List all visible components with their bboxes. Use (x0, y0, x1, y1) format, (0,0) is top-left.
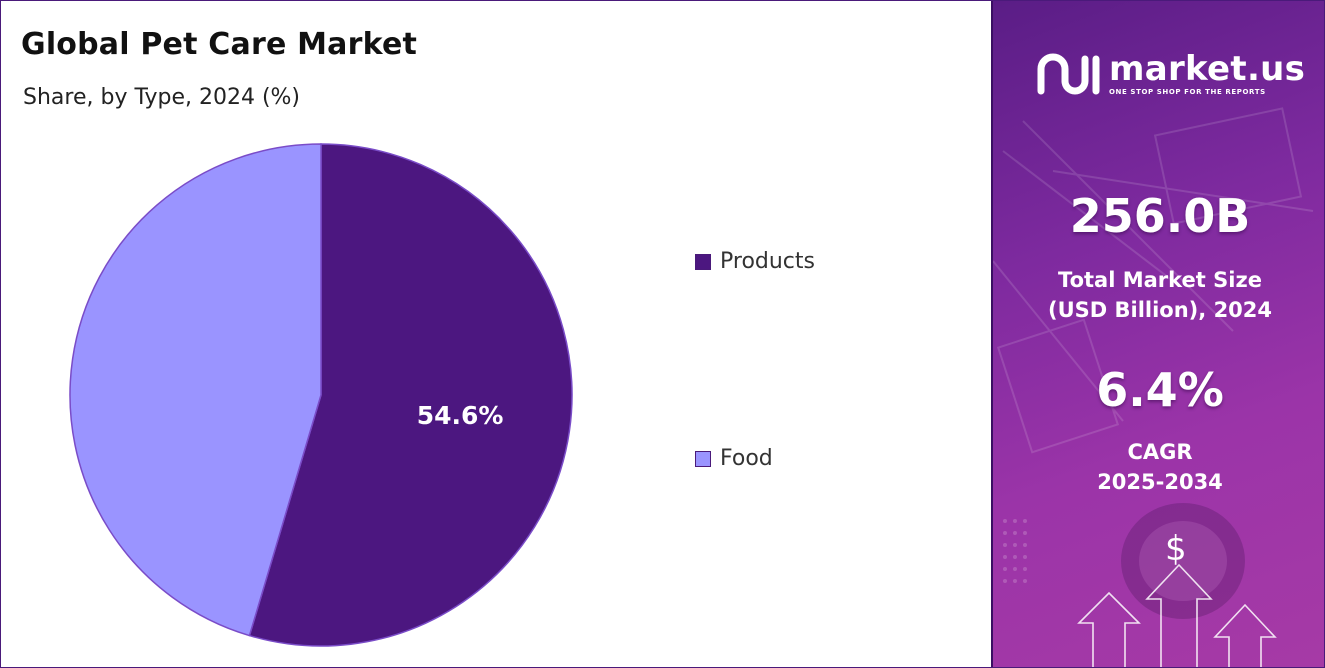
legend-label-products: Products (720, 249, 815, 274)
logo-tagline: ONE STOP SHOP FOR THE REPORTS (1109, 88, 1266, 96)
chart-title: Global Pet Care Market (21, 27, 418, 62)
market-size-label-line2: (USD Billion), 2024 (1047, 298, 1273, 322)
legend-item-food: Food (695, 446, 773, 471)
summary-panel: $ market.us ONE STOP SHOP FOR THE REPORT… (991, 1, 1324, 667)
market-size-label-line1: Total Market Size (1058, 268, 1262, 292)
legend-swatch-products (695, 253, 711, 270)
logo-name: market.us (1109, 49, 1306, 89)
market-us-logo-icon (1037, 53, 1100, 95)
chart-panel: Global Pet Care Market Share, by Type, 2… (1, 1, 989, 667)
pie-data-label-products: 54.6% (417, 401, 504, 430)
pie-chart: 54.6% (69, 143, 573, 647)
background-decoration (993, 107, 1314, 619)
growth-arrows-icon (1077, 563, 1277, 667)
legend-label-food: Food (720, 446, 773, 471)
chart-subtitle: Share, by Type, 2024 (%) (23, 85, 301, 110)
pie-slice-products (248, 143, 573, 647)
cagr-value: 6.4% (1096, 363, 1224, 417)
market-size-value: 256.0B (1069, 189, 1251, 243)
pie-slice-food (69, 143, 322, 637)
cagr-label-line2: 2025-2034 (1097, 470, 1223, 494)
legend-item-products: Products (695, 249, 815, 274)
legend-swatch-food (695, 450, 711, 467)
cagr-label-line1: CAGR (1127, 440, 1193, 464)
dollar-icon: $ (1165, 529, 1187, 569)
brand-logo: market.us ONE STOP SHOP FOR THE REPORTS (1035, 49, 1305, 99)
